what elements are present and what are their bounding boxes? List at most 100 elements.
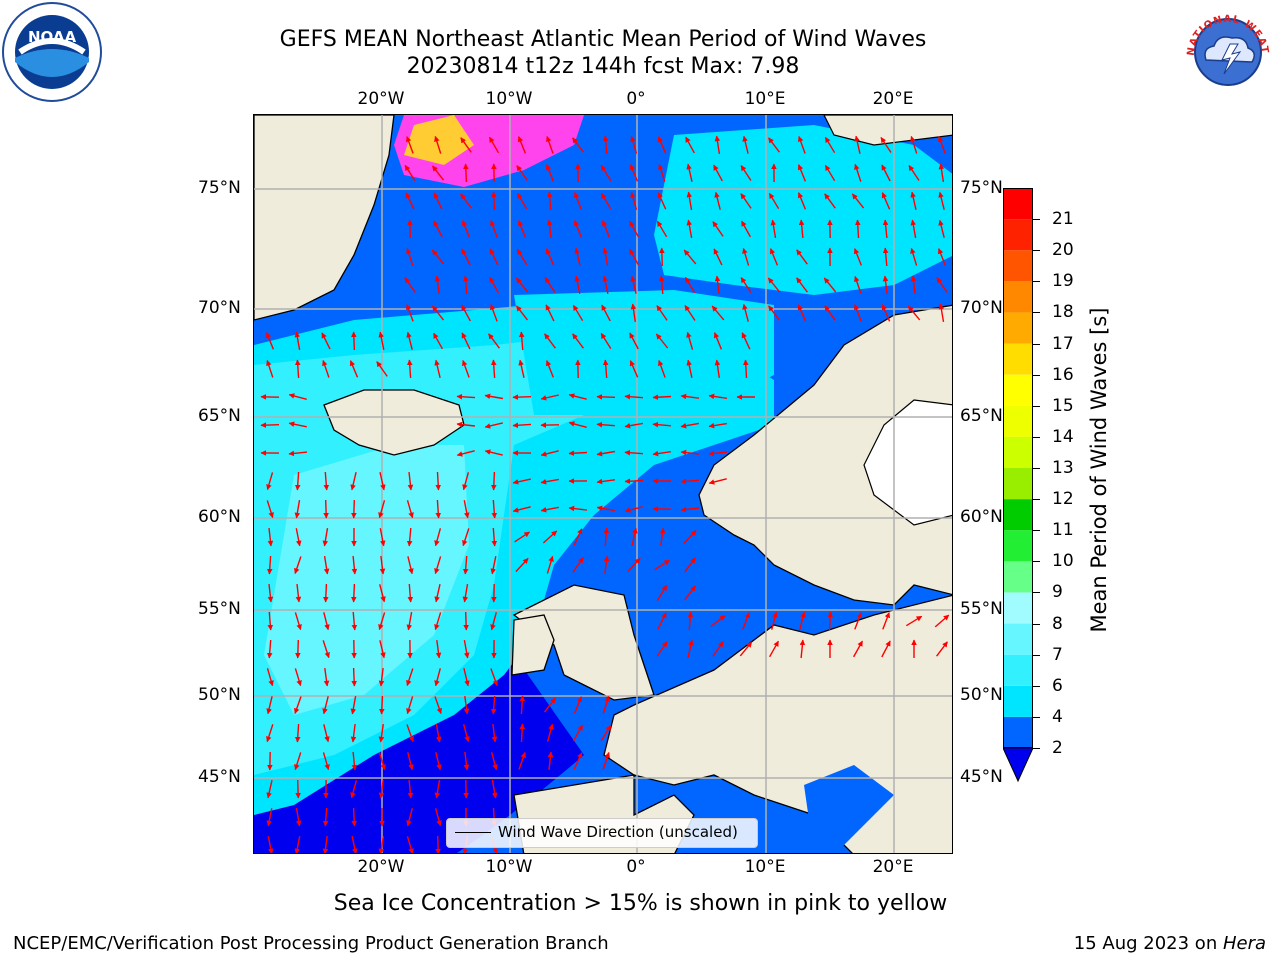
wind-wave-arrow bbox=[627, 557, 641, 573]
wind-wave-arrow bbox=[517, 220, 527, 238]
lat-tick-label: 65°N bbox=[198, 406, 241, 426]
wind-wave-arrow bbox=[572, 137, 584, 153]
wind-wave-arrow bbox=[490, 752, 498, 771]
wind-wave-arrow bbox=[600, 164, 612, 181]
colorbar-tick-label: 10 bbox=[1052, 551, 1074, 572]
wind-wave-arrow bbox=[518, 331, 525, 351]
wind-wave-arrow bbox=[490, 191, 497, 211]
wind-wave-arrow bbox=[378, 752, 386, 771]
wind-wave-arrow bbox=[512, 478, 531, 485]
ireland-land bbox=[511, 614, 555, 676]
wind-wave-arrow bbox=[936, 277, 948, 293]
lon-tick-label: 20°E bbox=[872, 89, 914, 109]
wind-wave-arrow bbox=[323, 471, 330, 491]
colorbar-band bbox=[1003, 436, 1033, 468]
wind-wave-arrow bbox=[854, 612, 863, 630]
wind-wave-arrow bbox=[574, 275, 581, 294]
wind-wave-arrow bbox=[489, 248, 499, 266]
lat-tick-label: 60°N bbox=[198, 507, 241, 527]
wind-wave-arrow bbox=[266, 780, 273, 799]
wind-wave-arrow bbox=[379, 640, 386, 659]
wind-wave-arrows bbox=[260, 135, 950, 853]
wind-wave-arrow bbox=[652, 421, 672, 428]
wind-wave-arrow bbox=[546, 191, 553, 211]
colorbar-tick-mark bbox=[1033, 405, 1040, 407]
lat-tick-label: 75°N bbox=[960, 178, 1003, 198]
wind-wave-arrow bbox=[572, 724, 584, 742]
wind-wave-arrow bbox=[434, 275, 441, 295]
colorbar-band bbox=[1003, 685, 1033, 717]
wind-wave-arrow bbox=[545, 360, 554, 378]
colorbar-band bbox=[1003, 530, 1033, 562]
colorbar-tick-label: 4 bbox=[1052, 706, 1063, 727]
wind-wave-arrow bbox=[463, 611, 469, 631]
wind-wave-arrow bbox=[708, 393, 728, 400]
colorbar-tick-label: 15 bbox=[1052, 395, 1074, 416]
wind-wave-arrow bbox=[572, 333, 584, 349]
colorbar-tick-label: 13 bbox=[1052, 458, 1074, 478]
wind-wave-arrow bbox=[771, 611, 778, 630]
wind-wave-arrow bbox=[853, 304, 862, 322]
wind-wave-arrow bbox=[544, 333, 556, 349]
iceland-land bbox=[323, 389, 465, 456]
wind-wave-arrow bbox=[435, 752, 442, 771]
wind-wave-arrow bbox=[656, 641, 668, 657]
wind-wave-arrow bbox=[624, 422, 644, 429]
wind-wave-arrow bbox=[624, 393, 644, 400]
wind-wave-arrow bbox=[573, 220, 583, 238]
wind-wave-arrow bbox=[712, 641, 724, 657]
wind-wave-arrow bbox=[379, 528, 386, 547]
sea-ice-note: Sea Ice Concentration > 15% is shown in … bbox=[333, 891, 948, 916]
wind-wave-arrow bbox=[708, 422, 728, 429]
wind-wave-arrow bbox=[463, 696, 470, 715]
wind-wave-arrow bbox=[742, 359, 749, 379]
lon-tick-label: 10°E bbox=[744, 89, 786, 109]
wind-wave-arrow bbox=[687, 611, 694, 631]
wind-wave-arrow bbox=[938, 219, 945, 238]
wind-wave-arrow bbox=[491, 724, 498, 743]
wind-wave-arrow bbox=[938, 303, 945, 323]
wind-wave-arrow bbox=[546, 555, 554, 574]
wind-wave-arrow bbox=[602, 275, 609, 294]
wind-wave-arrow bbox=[379, 695, 385, 715]
wind-wave-arrow bbox=[680, 449, 699, 456]
wind-wave-arrow bbox=[799, 639, 806, 659]
wind-wave-arrow bbox=[910, 247, 918, 266]
wind-wave-arrow bbox=[797, 164, 807, 182]
colorbar-tick-mark bbox=[1033, 530, 1040, 532]
wind-wave-arrow bbox=[600, 332, 612, 349]
wind-wave-arrow bbox=[294, 499, 301, 519]
wind-wave-arrow bbox=[461, 359, 470, 378]
wind-wave-arrow bbox=[545, 248, 555, 266]
wind-wave-arrow bbox=[656, 305, 668, 321]
wind-wave-arrow bbox=[294, 696, 302, 715]
wind-wave-arrow bbox=[741, 332, 751, 350]
wind-wave-arrow bbox=[602, 135, 609, 155]
wind-wave-arrow bbox=[658, 275, 665, 295]
colorbar-tick-mark bbox=[1033, 250, 1040, 252]
wind-wave-arrow bbox=[657, 136, 667, 154]
colorbar-band bbox=[1003, 188, 1033, 220]
wind-wave-arrow bbox=[294, 723, 301, 743]
lat-tick-label: 50°N bbox=[198, 685, 241, 705]
wind-wave-arrow bbox=[680, 478, 700, 485]
wind-wave-arrow bbox=[708, 478, 727, 485]
wind-wave-arrow bbox=[351, 611, 358, 631]
wind-wave-arrow bbox=[294, 359, 301, 379]
wind-wave-arrow bbox=[267, 611, 274, 631]
wind-wave-arrow bbox=[713, 248, 723, 266]
wind-wave-arrow bbox=[456, 393, 476, 400]
wind-wave-arrow bbox=[596, 478, 615, 485]
wind-wave-arrow bbox=[937, 136, 946, 154]
wind-wave-arrow bbox=[288, 421, 307, 428]
colorbar-tick-mark bbox=[1033, 219, 1040, 221]
wind-wave-arrow bbox=[434, 584, 441, 603]
wind-wave-arrow bbox=[431, 305, 445, 321]
colorbar-label: Mean Period of Wind Waves [s] bbox=[1087, 307, 1111, 633]
wind-wave-arrow bbox=[572, 557, 584, 573]
wind-wave-arrow bbox=[379, 584, 386, 603]
wind-wave-arrow bbox=[540, 478, 560, 485]
colorbar-tick-mark bbox=[1033, 499, 1040, 501]
wind-wave-arrow bbox=[854, 219, 861, 239]
wind-wave-arrow bbox=[266, 359, 274, 378]
